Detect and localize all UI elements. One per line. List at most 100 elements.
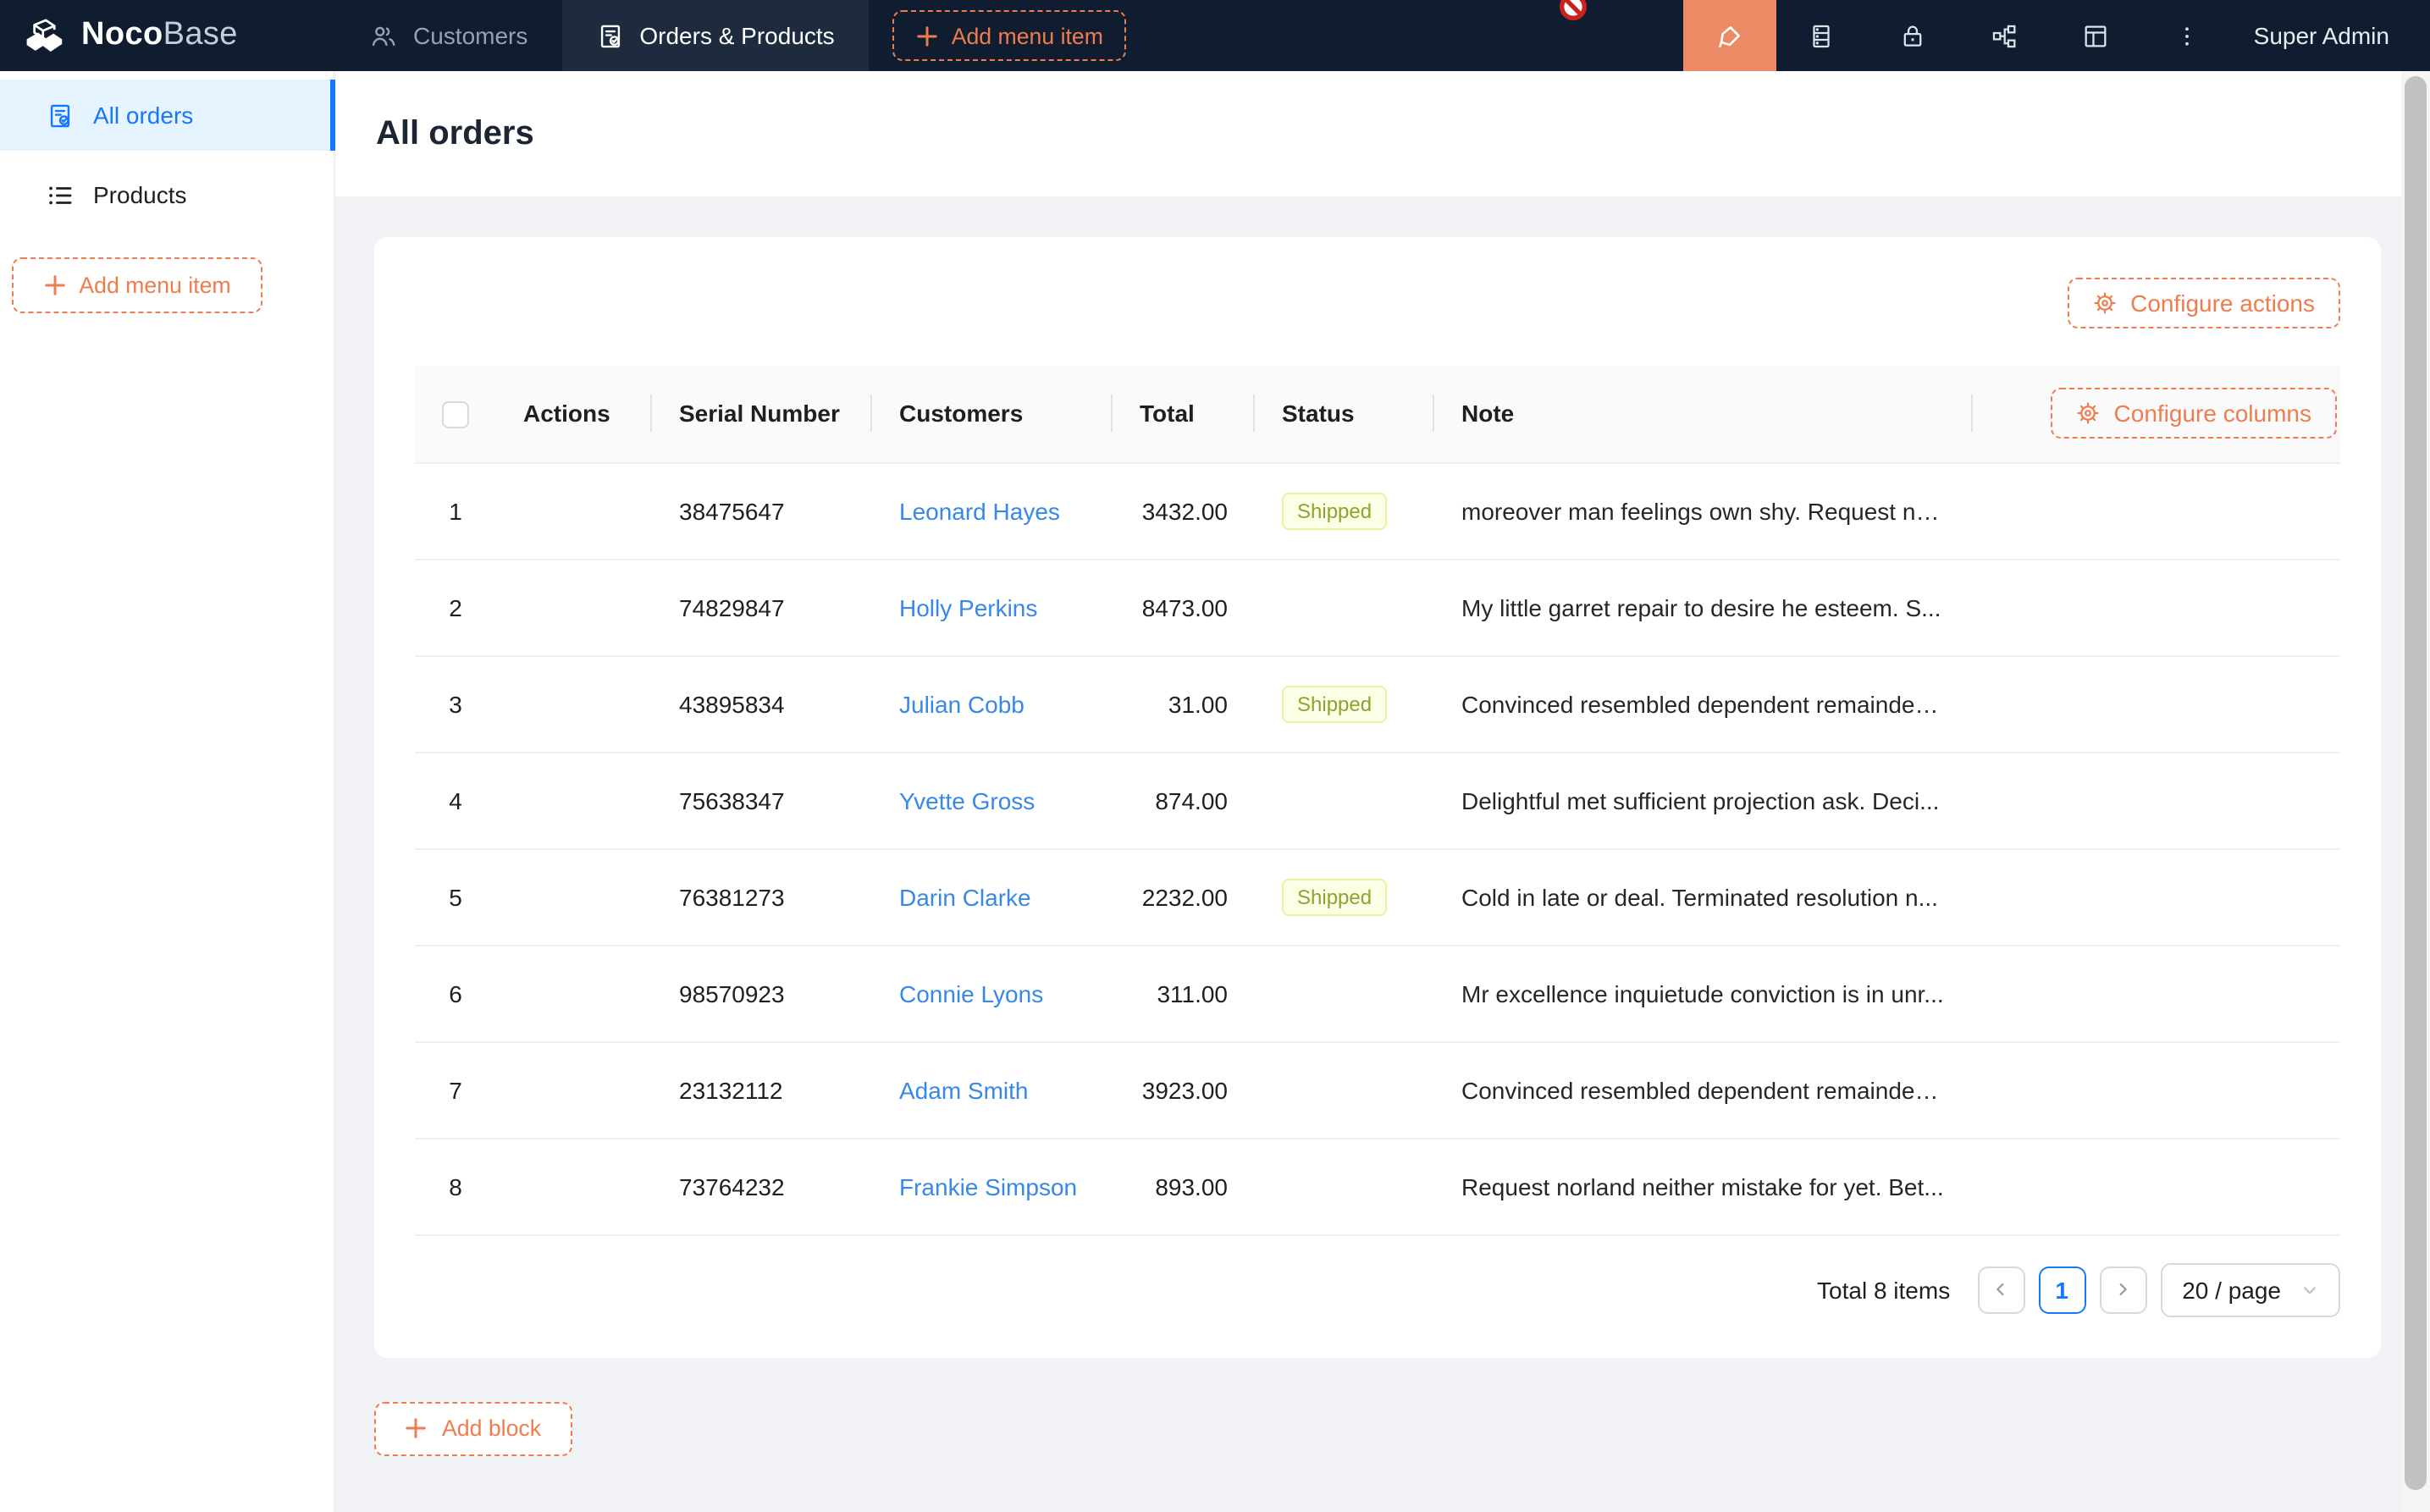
total-cell: 3923.00 (1113, 1041, 1255, 1139)
nav-tab-orders-products[interactable]: Orders & Products (561, 0, 869, 71)
customer-link[interactable]: Julian Cobb (899, 690, 1024, 717)
blocked-cursor-icon (1560, 0, 1587, 20)
user-menu[interactable]: Super Admin (2253, 22, 2389, 49)
serial-number-cell: 38475647 (652, 462, 872, 560)
customer-link[interactable]: Yvette Gross (899, 786, 1036, 814)
status-cell (1255, 945, 1434, 1042)
configure-spacer-cell (1973, 752, 2340, 849)
workflow-icon (1991, 21, 2019, 50)
serial-number-cell: 76381273 (652, 848, 872, 946)
sidebar-add-menu-item-button[interactable]: Add menu item (12, 257, 262, 313)
table-toolbar: Configure actions (415, 278, 2340, 328)
actions-cell (496, 559, 652, 656)
table-row: 3 43895834 Julian Cobb 31.00 Shipped Convince… (415, 655, 2340, 753)
status-cell (1255, 752, 1434, 849)
ui-editor-button[interactable] (1682, 0, 1776, 71)
scrollbar-thumb[interactable] (2405, 76, 2427, 1490)
nav-tab-customers[interactable]: Customers (335, 0, 561, 71)
layout-icon (2082, 21, 2111, 50)
column-header-total: Total (1113, 366, 1255, 463)
list-icon (46, 180, 75, 209)
pagination-prev-button[interactable] (1977, 1266, 2025, 1313)
more-actions-button[interactable] (2142, 0, 2234, 71)
layout-settings-button[interactable] (2051, 0, 2142, 71)
status-cell (1255, 1138, 1434, 1235)
main-content: Configure actions Actions Serial Number … (335, 196, 2430, 1512)
customer-link[interactable]: Frankie Simpson (899, 1173, 1078, 1200)
note-cell: Convinced resembled dependent remainder … (1434, 1041, 1973, 1139)
status-tag: Shipped (1282, 878, 1388, 915)
access-control-button[interactable] (1868, 0, 1959, 71)
customer-cell: Adam Smith (872, 1041, 1113, 1139)
serial-number-cell: 23132112 (652, 1041, 872, 1139)
lock-icon (1899, 21, 1928, 50)
pagination-total: Total 8 items (1817, 1276, 1951, 1303)
customer-link[interactable]: Leonard Hayes (899, 497, 1060, 524)
actions-cell (496, 1041, 652, 1139)
customer-link[interactable]: Darin Clarke (899, 883, 1031, 910)
logo-wordmark: NocoBase (81, 17, 238, 52)
configure-spacer-cell (1973, 1041, 2340, 1139)
vertical-scrollbar[interactable] (2401, 71, 2430, 1512)
column-header-configure: Configure columns (1973, 366, 2340, 463)
sidebar-item-products[interactable]: Products (0, 163, 334, 227)
column-header-serial-number: Serial Number (652, 366, 872, 463)
note-cell: moreover man feelings own shy. Request n… (1434, 462, 1973, 560)
total-cell: 311.00 (1113, 945, 1255, 1042)
total-cell: 8473.00 (1113, 559, 1255, 656)
nocobase-logo[interactable]: NocoBase (0, 0, 335, 71)
customer-cell: Yvette Gross (872, 752, 1113, 849)
total-cell: 3432.00 (1113, 462, 1255, 560)
top-nav: NocoBase Customers (0, 0, 2430, 71)
row-index-cell: 1 (415, 462, 496, 560)
nav-add-menu-item-button[interactable]: Add menu item (892, 10, 1127, 61)
status-cell (1255, 559, 1434, 656)
actions-cell (496, 848, 652, 946)
select-all-checkbox[interactable] (442, 400, 469, 428)
pagination-next-button[interactable] (2099, 1266, 2147, 1313)
highlighter-icon (1715, 21, 1744, 50)
orders-table: Actions Serial Number Customers Total St… (415, 366, 2340, 1235)
serial-number-cell: 74829847 (652, 559, 872, 656)
sidebar-item-all-orders[interactable]: All orders (0, 80, 335, 151)
row-index-cell: 8 (415, 1138, 496, 1235)
add-block-button[interactable]: Add block (374, 1401, 572, 1455)
nav-tab-label: Customers (413, 22, 528, 49)
nocobase-logo-icon (22, 16, 68, 55)
actions-cell (496, 752, 652, 849)
orders-table-body: 1 38475647 Leonard Hayes 3432.00 Shipped more… (415, 462, 2340, 1235)
customer-link[interactable]: Adam Smith (899, 1076, 1029, 1103)
pagination-page-1-button[interactable]: 1 (2038, 1266, 2086, 1313)
column-header-status: Status (1255, 366, 1434, 463)
orders-table-block: Configure actions Actions Serial Number … (374, 237, 2381, 1357)
nav-right-actions: Super Admin (1682, 0, 2430, 71)
serial-number-cell: 73764232 (652, 1138, 872, 1235)
configure-columns-button[interactable]: Configure columns (2051, 388, 2337, 439)
table-row: 2 74829847 Holly Perkins 8473.00 My little g… (415, 559, 2340, 656)
plugin-manager-button[interactable] (1959, 0, 2051, 71)
customer-link[interactable]: Connie Lyons (899, 979, 1044, 1007)
plus-icon (405, 1417, 427, 1439)
configure-spacer-cell (1973, 655, 2340, 753)
data-sources-button[interactable] (1776, 0, 1868, 71)
serial-number-cell: 75638347 (652, 752, 872, 849)
table-row: 4 75638347 Yvette Gross 874.00 Delightful me… (415, 752, 2340, 849)
configure-spacer-cell (1973, 945, 2340, 1042)
note-cell: Request norland neither mistake for yet.… (1434, 1138, 1973, 1235)
sidebar-item-label: All orders (93, 102, 194, 129)
plus-icon (43, 274, 65, 296)
ellipsis-vertical-icon (2175, 23, 2201, 48)
configure-spacer-cell (1973, 559, 2340, 656)
configure-actions-button[interactable]: Configure actions (2068, 278, 2340, 328)
actions-cell (496, 655, 652, 753)
configure-spacer-cell (1973, 462, 2340, 560)
page-size-select[interactable]: 20 / page (2160, 1262, 2340, 1316)
serial-number-cell: 98570923 (652, 945, 872, 1042)
note-cell: Mr excellence inquietude conviction is i… (1434, 945, 1973, 1042)
customer-cell: Frankie Simpson (872, 1138, 1113, 1235)
database-icon (1808, 21, 1836, 50)
sidebar-item-label: Products (93, 181, 187, 208)
customer-link[interactable]: Holly Perkins (899, 593, 1038, 621)
table-row: 8 73764232 Frankie Simpson 893.00 Request no… (415, 1138, 2340, 1235)
